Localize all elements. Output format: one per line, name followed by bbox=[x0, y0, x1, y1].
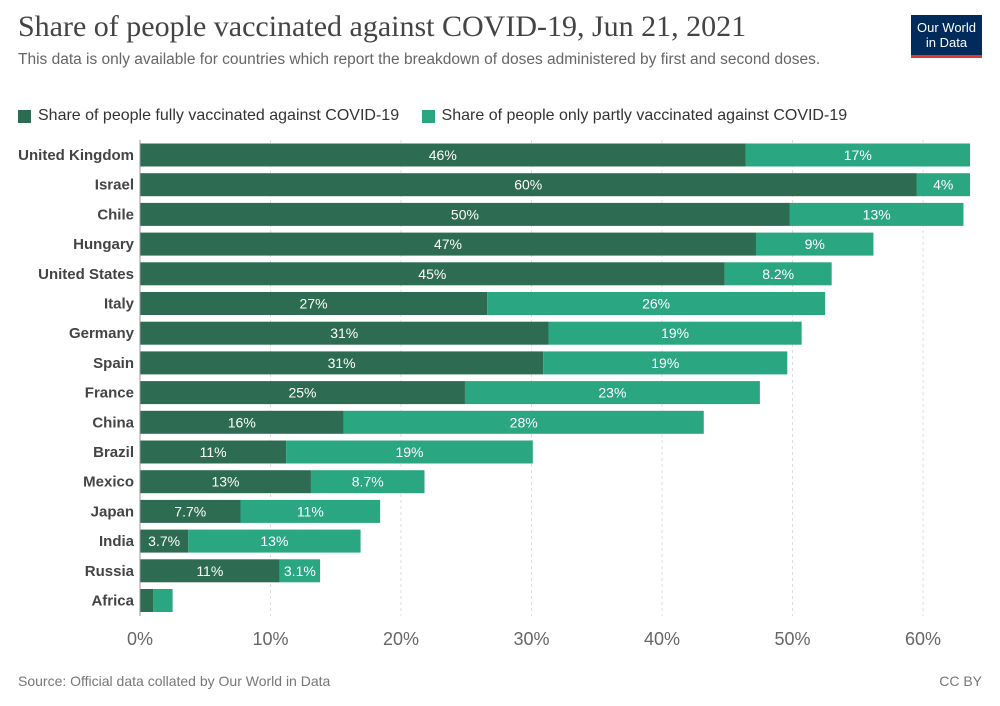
chart-title: Share of people vaccinated against COVID… bbox=[18, 10, 747, 43]
data-label-partly: 17% bbox=[844, 147, 872, 163]
category-label: Russia bbox=[85, 563, 135, 580]
data-label-partly: 19% bbox=[651, 355, 679, 371]
bar-partly bbox=[279, 559, 321, 583]
bar-fully bbox=[140, 321, 549, 345]
bar-partly bbox=[240, 499, 381, 523]
category-label: Hungary bbox=[73, 236, 135, 253]
data-label-fully: 16% bbox=[228, 414, 256, 430]
bar-partly bbox=[543, 351, 788, 375]
x-tick-label: 40% bbox=[644, 629, 680, 649]
data-label-fully: 47% bbox=[434, 236, 462, 252]
data-label-partly: 19% bbox=[661, 325, 689, 341]
bar-fully bbox=[140, 440, 287, 464]
data-label-fully: 31% bbox=[328, 355, 356, 371]
legend-label-partly: Share of people only partly vaccinated a… bbox=[441, 107, 848, 124]
x-tick-label: 20% bbox=[383, 629, 419, 649]
data-label-fully: 13% bbox=[211, 474, 239, 490]
legend: Share of people fully vaccinated against… bbox=[18, 107, 865, 128]
bar-partly bbox=[153, 589, 173, 612]
category-label: India bbox=[99, 533, 135, 550]
data-label-partly: 23% bbox=[598, 385, 626, 401]
bar-partly bbox=[286, 440, 533, 464]
bar-partly bbox=[310, 470, 425, 494]
legend-swatch-fully bbox=[18, 109, 31, 123]
category-label: Israel bbox=[95, 177, 134, 194]
data-label-partly: 26% bbox=[642, 296, 670, 312]
bar-partly bbox=[487, 292, 826, 315]
data-label-partly: 19% bbox=[395, 444, 423, 460]
x-tick-label: 10% bbox=[252, 629, 288, 649]
data-label-partly: 13% bbox=[863, 206, 891, 222]
legend-label-fully: Share of people fully vaccinated against… bbox=[38, 107, 400, 124]
bar-partly bbox=[724, 262, 832, 286]
bar-fully bbox=[140, 143, 746, 167]
data-label-partly: 11% bbox=[297, 503, 324, 519]
bar-fully bbox=[140, 202, 790, 226]
bar-fully bbox=[140, 559, 280, 583]
data-label-fully: 3.7% bbox=[148, 533, 180, 549]
bar-fully bbox=[140, 410, 344, 434]
bar-fully bbox=[140, 292, 488, 315]
data-label-partly: 8.7% bbox=[352, 474, 384, 490]
bar-fully bbox=[140, 351, 544, 375]
bar-fully bbox=[140, 381, 465, 405]
data-label-partly: 4% bbox=[933, 177, 953, 193]
bar-partly bbox=[916, 173, 970, 197]
legend-item-partly[interactable]: Share of people only partly vaccinated a… bbox=[421, 107, 848, 125]
category-label: Germany bbox=[69, 325, 135, 342]
legend-item-fully[interactable]: Share of people fully vaccinated against… bbox=[18, 107, 399, 125]
x-tick-label: 30% bbox=[513, 629, 549, 649]
data-label-fully: 11% bbox=[200, 444, 227, 460]
data-label-partly: 28% bbox=[510, 414, 538, 430]
category-label: United States bbox=[38, 266, 134, 283]
data-label-fully: 60% bbox=[514, 177, 542, 193]
category-label: France bbox=[85, 385, 134, 402]
bar-fully bbox=[140, 499, 241, 523]
bar-fully bbox=[140, 589, 154, 612]
data-label-fully: 31% bbox=[330, 325, 358, 341]
chart-subtitle: This data is only available for countrie… bbox=[18, 51, 821, 68]
data-label-partly: 8.2% bbox=[762, 266, 794, 282]
data-label-fully: 27% bbox=[300, 296, 328, 312]
data-label-fully: 7.7% bbox=[174, 503, 206, 519]
bar-partly bbox=[343, 410, 704, 434]
bar-fully bbox=[140, 173, 917, 197]
owid-logo[interactable]: Our World in Data bbox=[911, 15, 982, 58]
source-note[interactable]: Source: Official data collated by Our Wo… bbox=[18, 673, 331, 689]
bar-fully bbox=[140, 470, 311, 494]
bar-partly bbox=[755, 232, 874, 256]
bar-partly bbox=[789, 202, 964, 226]
category-label: Japan bbox=[91, 503, 134, 520]
x-tick-label: 0% bbox=[127, 629, 153, 649]
data-label-fully: 11% bbox=[196, 563, 223, 579]
x-tick-label: 50% bbox=[775, 629, 811, 649]
data-label-fully: 46% bbox=[429, 147, 457, 163]
bar-partly bbox=[464, 381, 760, 405]
category-label: China bbox=[92, 414, 134, 431]
category-label: Africa bbox=[91, 593, 134, 610]
license-label[interactable]: CC BY bbox=[939, 673, 982, 689]
bar-partly bbox=[188, 529, 361, 553]
x-tick-label: 60% bbox=[905, 629, 941, 649]
legend-swatch-partly bbox=[421, 109, 435, 123]
category-label: Mexico bbox=[83, 474, 134, 491]
category-label: Brazil bbox=[93, 444, 134, 461]
data-label-partly: 3.1% bbox=[284, 563, 316, 579]
bar-fully bbox=[140, 232, 756, 256]
data-label-partly: 9% bbox=[805, 236, 825, 252]
category-label: Chile bbox=[97, 206, 134, 223]
category-label: Spain bbox=[93, 355, 134, 372]
data-label-fully: 50% bbox=[451, 206, 479, 222]
bar-partly bbox=[548, 321, 802, 345]
bar-fully bbox=[140, 529, 189, 553]
data-label-fully: 45% bbox=[418, 266, 446, 282]
category-label: United Kingdom bbox=[18, 147, 134, 164]
bar-fully bbox=[140, 262, 725, 286]
data-label-fully: 25% bbox=[288, 385, 316, 401]
bar-partly bbox=[745, 143, 970, 167]
category-label: Italy bbox=[104, 296, 135, 313]
data-label-partly: 13% bbox=[260, 533, 288, 549]
